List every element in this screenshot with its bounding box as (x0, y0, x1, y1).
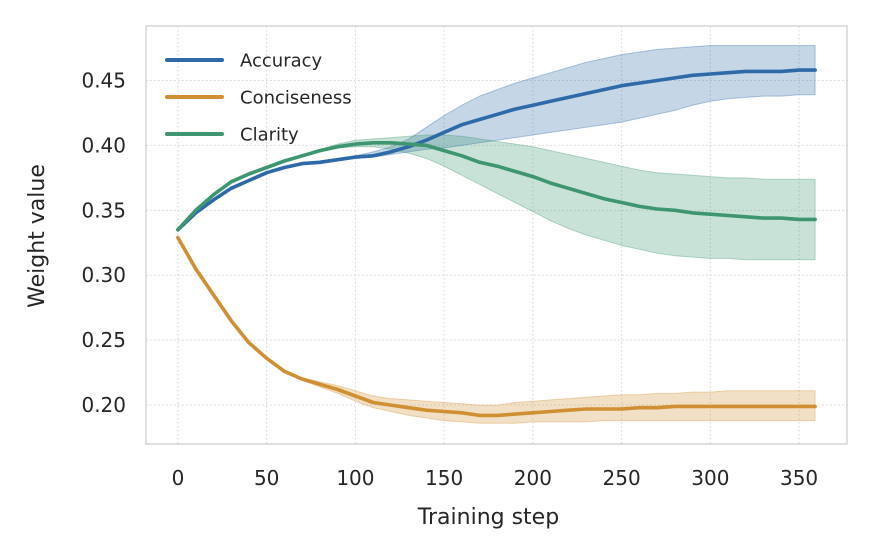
x-tick-label: 100 (336, 466, 374, 490)
y-tick-label: 0.40 (81, 133, 126, 157)
x-tick-label: 200 (514, 466, 552, 490)
tick-labels: 0 50 100 150 200 250 300 350 0.20 0.25 0.30 0.35 0.4… (81, 69, 818, 490)
y-tick-label: 0.20 (81, 393, 126, 417)
x-axis-title: Training step (417, 505, 559, 530)
y-tick-label: 0.30 (81, 263, 126, 287)
y-axis-title: Weight value (25, 164, 50, 308)
y-tick-label: 0.35 (81, 198, 126, 222)
line-accuracy (176, 68, 817, 232)
legend-label-conciseness: Conciseness (240, 88, 352, 109)
x-tick-label: 250 (603, 466, 641, 490)
x-tick-label: 50 (254, 466, 279, 490)
line-clarity (176, 141, 817, 232)
series-lines (176, 68, 817, 418)
y-tick-label: 0.45 (81, 69, 126, 93)
legend-label-accuracy: Accuracy (240, 51, 323, 72)
x-tick-label: 0 (172, 466, 185, 490)
y-tick-label: 0.25 (81, 328, 126, 352)
legend: Accuracy Conciseness Clarity (165, 51, 352, 146)
line-conciseness (176, 235, 817, 418)
legend-label-clarity: Clarity (240, 125, 299, 146)
x-tick-label: 150 (425, 466, 463, 490)
x-tick-label: 300 (691, 466, 729, 490)
x-tick-label: 350 (780, 466, 818, 490)
plot-frame (145, 25, 848, 445)
